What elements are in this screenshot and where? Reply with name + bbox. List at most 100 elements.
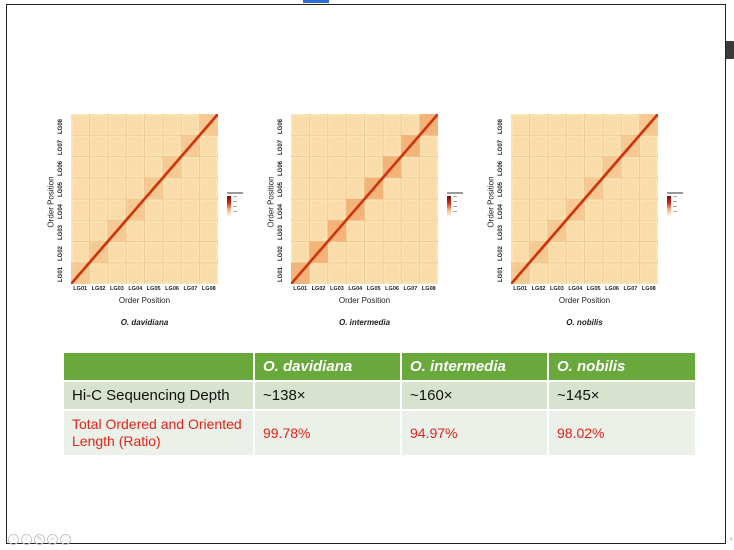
y-tick-label: LG03 bbox=[58, 224, 64, 240]
table-row: Hi-C Sequencing Depth ~138× ~160× ~145× bbox=[64, 381, 695, 411]
contact-heatmap bbox=[511, 114, 658, 284]
y-tick-labels: LG01 LG02 LG03 LG04 LG05 LG06 LG07 LG08 bbox=[58, 114, 70, 284]
y-tick-label: LG05 bbox=[498, 182, 504, 198]
y-tick-labels: LG01 LG02 LG03 LG04 LG05 LG06 LG07 LG08 bbox=[498, 114, 510, 284]
y-tick-label: LG04 bbox=[498, 203, 504, 219]
x-tick-label: LG03 bbox=[330, 286, 344, 292]
color-legend bbox=[447, 192, 467, 222]
heatmap-svg bbox=[291, 114, 438, 284]
table-header-cell bbox=[64, 353, 255, 382]
y-tick-label: LG06 bbox=[498, 161, 504, 177]
table-header-row: O. davidiana O. intermedia O. nobilis bbox=[64, 353, 695, 382]
y-axis-label: Order Position bbox=[46, 176, 56, 228]
corner-marker: ‹ bbox=[730, 536, 733, 543]
x-tick-label: LG05 bbox=[146, 286, 161, 292]
top-tab-indicator[interactable] bbox=[303, 0, 329, 3]
y-tick-labels: LG01 LG02 LG03 LG04 LG05 LG06 LG07 LG08 bbox=[278, 114, 290, 284]
y-tick-label: LG06 bbox=[58, 161, 64, 177]
table-header-cell: O. nobilis bbox=[548, 353, 695, 382]
table-cell: ~145× bbox=[548, 381, 695, 411]
slide-controls: ‹ › ✎ ⌕… bbox=[8, 528, 73, 545]
species-caption: O. nobilis bbox=[566, 318, 603, 327]
color-legend bbox=[667, 192, 687, 222]
hic-heatmap-panel-nobilis: Order Position LG01 LG02 LG03 LG04 LG05 LG06 L… bbox=[484, 112, 694, 332]
y-tick-label: LG05 bbox=[58, 182, 64, 198]
y-tick-label: LG03 bbox=[278, 224, 284, 240]
x-tick-labels: LG01 LG02 LG03 LG04 LG05 LG06 LG07 LG08 bbox=[71, 286, 218, 296]
table-cell: ~160× bbox=[401, 381, 549, 411]
zoom-icon[interactable]: ⌕ bbox=[47, 534, 58, 545]
slide-nav-prev-icon[interactable]: ‹ bbox=[8, 534, 19, 545]
x-tick-label: LG04 bbox=[568, 286, 583, 292]
x-tick-label: LG07 bbox=[183, 286, 198, 292]
species-caption: O. intermedia bbox=[338, 318, 391, 327]
y-tick-label: LG08 bbox=[498, 118, 504, 134]
y-axis-label: Order Position bbox=[266, 176, 276, 228]
species-caption: O. davidiana bbox=[120, 318, 169, 327]
x-tick-label: LG02 bbox=[311, 286, 326, 292]
table-row: Total Ordered and Oriented Length (Ratio… bbox=[64, 410, 695, 457]
table-header-cell: O. intermedia bbox=[401, 353, 549, 382]
y-tick-label: LG01 bbox=[498, 267, 504, 283]
y-tick-label: LG08 bbox=[278, 118, 284, 134]
y-tick-label: LG01 bbox=[278, 267, 284, 283]
x-tick-label: LG05 bbox=[586, 286, 601, 292]
y-axis-label: Order Position bbox=[486, 176, 496, 228]
heatmap-svg bbox=[71, 114, 218, 284]
x-tick-label: LG08 bbox=[201, 286, 216, 292]
table-cell: 98.02% bbox=[548, 410, 695, 457]
row-label: Hi-C Sequencing Depth bbox=[64, 381, 255, 411]
x-axis-label: Order Position bbox=[118, 296, 171, 305]
y-tick-label: LG05 bbox=[278, 182, 284, 198]
x-tick-label: LG07 bbox=[623, 286, 638, 292]
x-tick-label: LG04 bbox=[348, 286, 363, 292]
x-tick-label: LG03 bbox=[110, 286, 124, 292]
y-tick-label: LG04 bbox=[278, 203, 284, 219]
x-tick-labels: LG01 LG02 LG03 LG04 LG05 LG06 LG07 LG08 bbox=[511, 286, 658, 296]
contact-heatmap bbox=[291, 114, 438, 284]
hic-heatmap-panel-davidiana: Order Position LG01 LG02 LG03 LG04 LG05 LG06 L… bbox=[44, 112, 254, 332]
y-tick-label: LG07 bbox=[58, 139, 64, 155]
y-tick-label: LG04 bbox=[58, 203, 64, 219]
y-tick-label: LG01 bbox=[58, 267, 64, 283]
x-tick-label: LG07 bbox=[403, 286, 418, 292]
assembly-stats-table: O. davidiana O. intermedia O. nobilis Hi… bbox=[64, 353, 695, 457]
x-axis-label: Order Position bbox=[558, 296, 611, 305]
x-tick-label: LG06 bbox=[385, 286, 399, 292]
color-legend bbox=[227, 192, 247, 222]
x-axis-label: Order Position bbox=[338, 296, 391, 305]
x-tick-label: LG05 bbox=[366, 286, 381, 292]
x-tick-label: LG01 bbox=[293, 286, 308, 292]
x-tick-label: LG02 bbox=[531, 286, 546, 292]
y-tick-label: LG06 bbox=[278, 161, 284, 177]
slide-nav-next-icon[interactable]: › bbox=[21, 534, 32, 545]
y-tick-label: LG02 bbox=[278, 246, 284, 262]
y-tick-label: LG02 bbox=[498, 246, 504, 262]
x-tick-labels: LG01 LG02 LG03 LG04 LG05 LG06 LG07 LG08 bbox=[291, 286, 438, 296]
y-tick-label: LG03 bbox=[498, 224, 504, 240]
x-tick-label: LG04 bbox=[128, 286, 143, 292]
y-tick-label: LG08 bbox=[58, 118, 64, 134]
x-tick-label: LG02 bbox=[91, 286, 106, 292]
table-header-cell: O. davidiana bbox=[254, 353, 402, 382]
x-tick-label: LG06 bbox=[165, 286, 179, 292]
x-tick-label: LG08 bbox=[641, 286, 656, 292]
x-tick-label: LG06 bbox=[605, 286, 619, 292]
table-cell: ~138× bbox=[254, 381, 402, 411]
more-icon[interactable]: … bbox=[60, 534, 71, 545]
x-tick-label: LG01 bbox=[513, 286, 528, 292]
table-cell: 94.97% bbox=[401, 410, 549, 457]
y-tick-label: LG02 bbox=[58, 246, 64, 262]
y-tick-label: LG07 bbox=[498, 139, 504, 155]
table-cell: 99.78% bbox=[254, 410, 402, 457]
x-tick-label: LG01 bbox=[73, 286, 88, 292]
heatmap-svg bbox=[511, 114, 658, 284]
x-tick-label: LG03 bbox=[550, 286, 564, 292]
hic-heatmap-panel-intermedia: Order Position LG01 LG02 LG03 LG04 LG05 LG06 L… bbox=[264, 112, 474, 332]
pen-icon[interactable]: ✎ bbox=[34, 534, 45, 545]
y-tick-label: LG07 bbox=[278, 139, 284, 155]
row-label: Total Ordered and Oriented Length (Ratio… bbox=[64, 410, 255, 457]
contact-heatmap bbox=[71, 114, 218, 284]
x-tick-label: LG08 bbox=[421, 286, 436, 292]
